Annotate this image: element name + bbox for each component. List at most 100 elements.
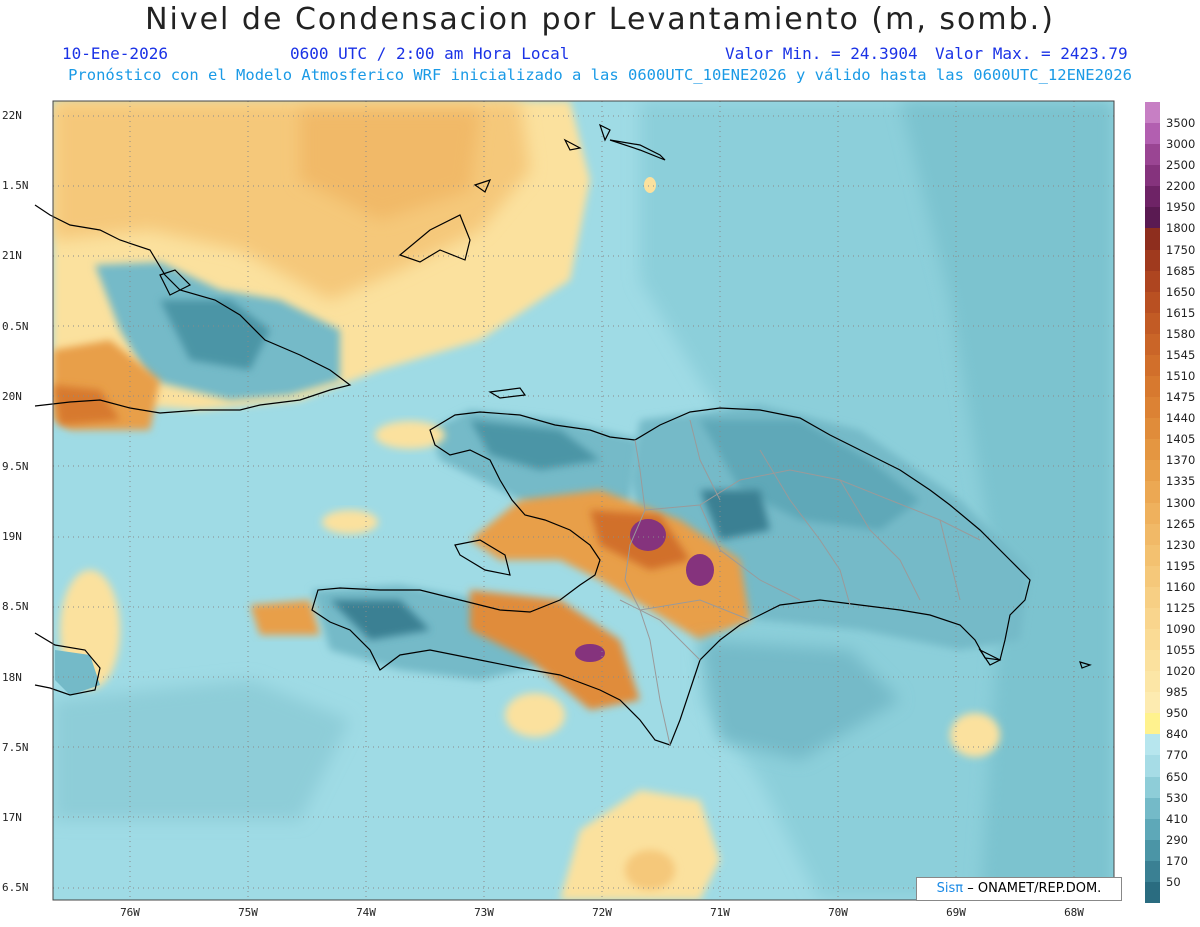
colorbar-cell [1145, 586, 1160, 609]
colorbar-cell [1145, 312, 1160, 335]
colorbar-cell [1145, 249, 1160, 272]
bahamas-coast [398, 214, 471, 263]
colorbar-cell [1145, 713, 1160, 735]
lat-label: 20N [2, 389, 22, 403]
colorbar-cell [1145, 418, 1160, 440]
colorbar-cell [1145, 207, 1160, 229]
colorbar-label: 1160 [1166, 579, 1196, 594]
colorbar-label: 1055 [1166, 643, 1196, 658]
colorbar-label: 1265 [1166, 516, 1196, 531]
plot-frame [52, 100, 1115, 901]
colorbar-label: 3000 [1166, 137, 1196, 152]
colorbar-cell [1145, 354, 1160, 377]
map-title: Nivel de Condensacion por Levantamiento … [145, 2, 1055, 37]
colorbar-cell [1145, 123, 1160, 145]
colorbar-cell [1145, 776, 1160, 799]
colorbar-label: 770 [1166, 748, 1188, 763]
lon-label: 72W [592, 906, 612, 919]
colorbar-label: 50 [1166, 874, 1181, 889]
lat-label: 7.5N [2, 740, 29, 754]
colorbar-label: 1230 [1166, 537, 1196, 552]
colorbar-label: 1405 [1166, 432, 1196, 447]
colorbar-cell [1145, 481, 1160, 503]
colorbar-cell [1145, 797, 1160, 820]
lon-label: 71W [710, 906, 730, 919]
colorbar-label: 1020 [1166, 664, 1196, 679]
colorbar-cell [1145, 818, 1160, 841]
lon-label: 73W [474, 906, 494, 919]
lat-label: 17N [2, 811, 22, 824]
colorbar-label: 1750 [1166, 242, 1196, 257]
colorbar-label: 1090 [1166, 621, 1196, 636]
colorbar-label: 1545 [1166, 347, 1196, 362]
colorbar-cell [1145, 165, 1160, 187]
colorbar-label: 530 [1166, 790, 1188, 805]
date-label: 10-Ene-2026 [62, 44, 168, 63]
colorbar-label: 1300 [1166, 495, 1196, 510]
colorbar-cell [1145, 755, 1160, 778]
colorbar-cell [1145, 376, 1160, 398]
colorbar-label: 950 [1166, 706, 1188, 721]
colorbar-label: 1440 [1166, 411, 1196, 426]
colorbar-cell [1145, 144, 1160, 166]
colorbar-label: 170 [1166, 853, 1188, 868]
colorbar-cell [1145, 460, 1160, 482]
sis-logo: Sisπ [936, 881, 964, 896]
coastlines [34, 123, 1092, 746]
lat-label: 8.5N [2, 600, 29, 614]
lat-label: 18N [2, 670, 22, 684]
shaded-field [53, 101, 1114, 900]
hispaniola-coast [311, 407, 1031, 746]
colorbar-label: 410 [1166, 811, 1188, 826]
lon-label: 70W [828, 906, 848, 919]
lon-label: 75W [238, 906, 258, 919]
colorbar-label: 290 [1166, 832, 1188, 847]
colorbar-label: 840 [1166, 727, 1188, 742]
colorbar-cell [1145, 397, 1160, 419]
colorbar-cell [1145, 502, 1160, 525]
colorbar-cell [1145, 860, 1160, 883]
colorbar-cell [1145, 270, 1160, 293]
colorbar-cell [1145, 650, 1160, 672]
credit-org: – ONAMET/REP.DOM. [967, 881, 1102, 896]
colorbar-cell [1145, 692, 1160, 714]
credit-box: Sisπ – ONAMET/REP.DOM. [916, 877, 1122, 901]
lon-label: 74W [356, 906, 376, 919]
colorbar-label: 1615 [1166, 305, 1196, 320]
colorbar-label: 1685 [1166, 263, 1196, 278]
forecast-note: Pronóstico con el Modelo Atmosferico WRF… [68, 66, 1132, 84]
colorbar-cell [1145, 671, 1160, 693]
colorbar-cell [1145, 839, 1160, 862]
province-borders [619, 419, 981, 746]
colorbar-label: 1335 [1166, 474, 1196, 489]
lat-label: 6.5N [2, 881, 29, 895]
colorbar-cell [1145, 607, 1160, 630]
colorbar-label: 1800 [1166, 221, 1196, 236]
colorbar-cell [1145, 186, 1160, 208]
lat-label: 9.5N [2, 460, 29, 473]
lat-label: 1.5N [2, 179, 29, 193]
lat-label: 0.5N [2, 319, 29, 333]
cuba-coast [34, 204, 352, 414]
colorbar-label: 650 [1166, 769, 1188, 784]
colorbar-cell [1145, 102, 1160, 124]
lon-label: 69W [946, 906, 966, 919]
colorbar-cell [1145, 734, 1160, 756]
colorbar-label: 1370 [1166, 453, 1196, 468]
colorbar-cell [1145, 565, 1160, 588]
colorbar-cell [1145, 291, 1160, 314]
colorbar-label: 1950 [1166, 200, 1196, 215]
grid [53, 101, 1114, 900]
colorbar-cell [1145, 881, 1160, 904]
max-value: Valor Max. = 2423.79 [935, 44, 1128, 63]
colorbar-label: 1510 [1166, 369, 1196, 384]
colorbar-label: 1125 [1166, 600, 1196, 615]
colorbar-label: 1195 [1166, 558, 1196, 573]
colorbar-cell [1145, 228, 1160, 251]
colorbar-cell [1145, 439, 1160, 461]
lon-label: 68W [1064, 906, 1084, 919]
colorbar-cell [1145, 628, 1160, 651]
colorbar-cell [1145, 544, 1160, 567]
lat-label: 19N [2, 530, 22, 544]
colorbar-label: 1475 [1166, 390, 1196, 405]
